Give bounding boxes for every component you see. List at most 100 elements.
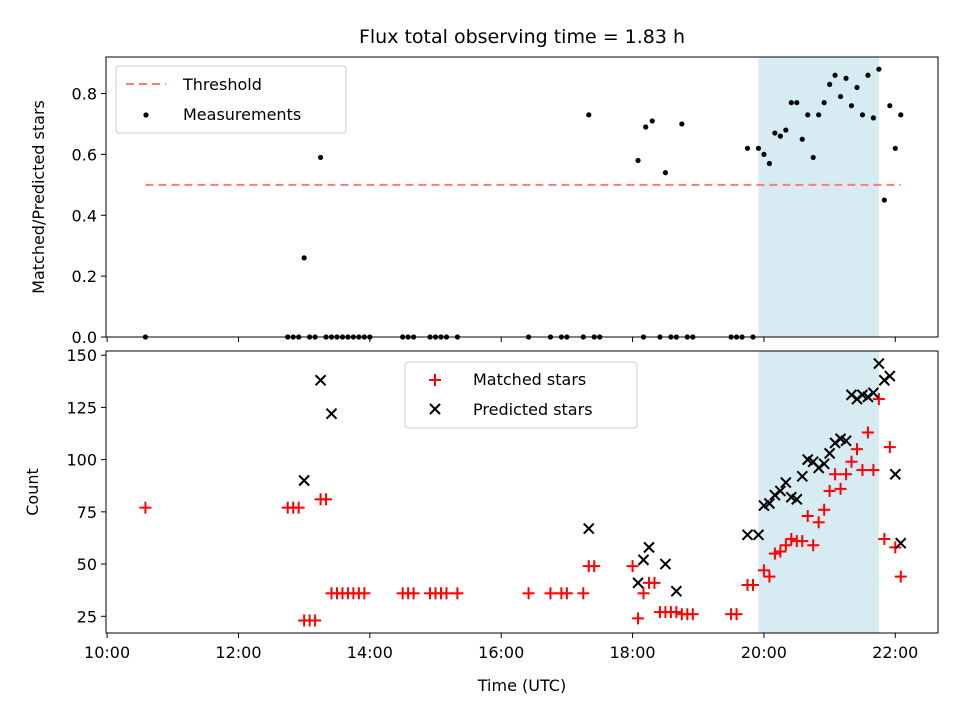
y-tick-label: 75 — [77, 503, 97, 522]
predicted-star-mark — [895, 537, 907, 549]
matched-star-point — [774, 545, 787, 558]
top-plot-frame — [105, 56, 939, 338]
predicted-star-mark — [802, 453, 814, 466]
measurement-point — [788, 100, 794, 106]
predicted-star-point — [741, 529, 754, 541]
matched-star-point — [867, 464, 880, 477]
legend-predicted-swatch — [429, 403, 441, 415]
measurement-point — [635, 157, 641, 164]
predicted-star-mark — [780, 476, 792, 489]
predicted-star-point — [884, 370, 896, 382]
bottom-x-axis-label: Time (UTC) — [477, 676, 566, 695]
predicted-star-point — [791, 493, 803, 506]
matched-star-point — [779, 539, 792, 552]
matched-star-point — [686, 608, 699, 621]
top-y-axis-label: Matched/Predicted stars — [29, 100, 48, 294]
predicted-star-point — [632, 577, 644, 589]
x-tick-label: 18:00 — [610, 643, 656, 662]
predicted-star-point — [314, 374, 327, 386]
y-tick-label: 50 — [77, 555, 97, 574]
bottom-legend: Matched stars Predicted stars — [404, 361, 638, 429]
y-tick-label: 0.0 — [72, 328, 97, 347]
bottom-y-axis-label: Count — [23, 468, 42, 516]
predicted-star-mark — [785, 491, 798, 503]
legend-measurements-swatch — [143, 112, 149, 118]
measurement-point — [832, 72, 838, 78]
matched-star-point — [883, 441, 896, 454]
predicted-star-mark — [583, 522, 595, 535]
predicted-star-point — [780, 476, 792, 489]
measurement-point — [887, 103, 893, 109]
predicted-star-mark — [763, 497, 776, 510]
y-tick-label: 0.6 — [72, 145, 97, 164]
matched-star-point — [440, 587, 453, 600]
predicted-star-mark — [637, 554, 650, 566]
legend-threshold-label: Threshold — [182, 75, 262, 94]
predicted-star-point — [670, 585, 683, 597]
bottom-plot-frame — [105, 350, 939, 634]
measurement-point — [772, 130, 778, 136]
matched-star-point — [878, 533, 891, 545]
top-x-ticks — [106, 337, 896, 342]
predicted-star-mark — [643, 541, 655, 554]
matched-star-point — [796, 535, 809, 548]
predicted-star-point — [583, 522, 595, 535]
top-y-ticks: 0.0 0.2 0.4 0.6 0.8 — [72, 85, 106, 347]
measurement-point — [794, 100, 800, 106]
matched-star-point — [801, 510, 814, 523]
matched-star-point — [588, 560, 601, 573]
matched-star-point — [358, 587, 371, 600]
predicted-star-point — [298, 474, 310, 487]
y-tick-label: 0.4 — [72, 206, 97, 225]
top-highlight-span — [758, 57, 879, 337]
y-tick-label: 0.2 — [72, 267, 97, 286]
matched-star-point — [407, 587, 420, 600]
matched-star-point — [757, 564, 770, 577]
matched-star-point — [785, 533, 798, 545]
y-tick-label: 125 — [66, 398, 97, 417]
predicted-star-point — [840, 435, 852, 447]
predicted-star-point — [818, 458, 830, 470]
matched-star-point — [292, 501, 305, 514]
measurement-point — [837, 93, 844, 100]
matched-star-point — [451, 587, 464, 600]
predicted-star-point — [752, 529, 765, 541]
matched-star-point — [768, 547, 781, 560]
predicted-star-point — [325, 407, 338, 420]
predicted-star-mark — [298, 474, 310, 487]
x-tick-label: 12:00 — [215, 643, 261, 662]
legend-predicted-label: Predicted stars — [473, 400, 593, 419]
matched-star-point — [309, 614, 322, 627]
predicted-star-mark — [807, 456, 819, 468]
bottom-legend-box — [404, 361, 638, 429]
matched-star-point — [861, 426, 874, 439]
predicted-star-point — [873, 357, 885, 370]
matched-star-point — [829, 468, 842, 481]
legend-matched-label: Matched stars — [473, 370, 586, 389]
predicted-star-point — [895, 537, 907, 549]
matched-star-point — [626, 560, 639, 573]
measurement-point — [892, 145, 898, 151]
x-tick-label: 22:00 — [872, 643, 918, 662]
measurement-point — [870, 115, 877, 121]
measurement-point — [859, 112, 866, 118]
predicted-star-mark — [314, 374, 327, 386]
predicted-star-mark — [873, 357, 885, 370]
matched-star-point — [522, 587, 535, 600]
predicted-star-point — [659, 558, 672, 570]
predicted-star-mark — [632, 577, 644, 589]
predicted-star-mark — [659, 558, 672, 570]
matched-star-point — [670, 606, 683, 619]
predicted-star-mark — [752, 529, 765, 541]
measurement-point — [854, 84, 860, 91]
measurement-point — [643, 124, 649, 130]
measurement-point — [766, 160, 773, 167]
legend-matched-swatch — [429, 374, 441, 386]
matched-star-point — [544, 587, 557, 600]
matched-star-point — [560, 587, 573, 600]
x-tick-label: 10:00 — [84, 643, 130, 662]
predicted-star-point — [889, 468, 902, 480]
matched-star-point — [730, 608, 743, 621]
predicted-star-mark — [325, 407, 338, 420]
